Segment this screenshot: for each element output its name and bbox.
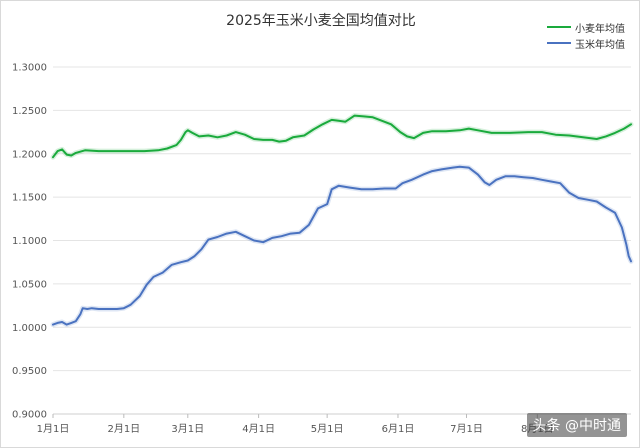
y-tick-label: 1.1500: [12, 193, 47, 204]
legend-swatch-corn: [547, 42, 571, 44]
series-line-corn: [52, 165, 632, 326]
x-tick-label: 1月1日: [37, 423, 70, 435]
y-tick-label: 1.3000: [12, 63, 47, 74]
legend-swatch-wheat: [547, 26, 571, 28]
legend-label-corn: 玉米年均值: [575, 39, 625, 51]
x-tick-label: 4月1日: [242, 423, 275, 435]
chart-title: 2025年玉米小麦全国均值对比: [226, 13, 416, 29]
x-tick-label: 2月1日: [107, 423, 140, 435]
series-line-wheat: [52, 114, 632, 159]
chart-legend: 小麦年均值 玉米年均值: [547, 19, 625, 51]
y-tick-label: 0.9500: [12, 366, 47, 377]
watermark: 头条 @中时通: [526, 413, 627, 437]
x-tick-label: 6月1日: [382, 423, 415, 435]
y-tick-label: 1.2500: [12, 106, 47, 117]
series-line-shadow: [50, 164, 634, 328]
y-tick-label: 1.0000: [12, 323, 47, 334]
y-tick-label: 1.0500: [12, 279, 47, 290]
y-tick-label: 1.1000: [12, 236, 47, 247]
legend-label-wheat: 小麦年均值: [575, 23, 625, 35]
x-tick-label: 7月1日: [450, 423, 483, 435]
y-tick-label: 1.2000: [12, 149, 47, 160]
y-tick-label: 0.9000: [12, 410, 47, 421]
x-tick-label: 3月1日: [171, 423, 204, 435]
legend-item-wheat[interactable]: 小麦年均值: [547, 19, 625, 35]
legend-item-corn[interactable]: 玉米年均值: [547, 35, 625, 51]
x-tick-label: 5月1日: [311, 423, 344, 435]
